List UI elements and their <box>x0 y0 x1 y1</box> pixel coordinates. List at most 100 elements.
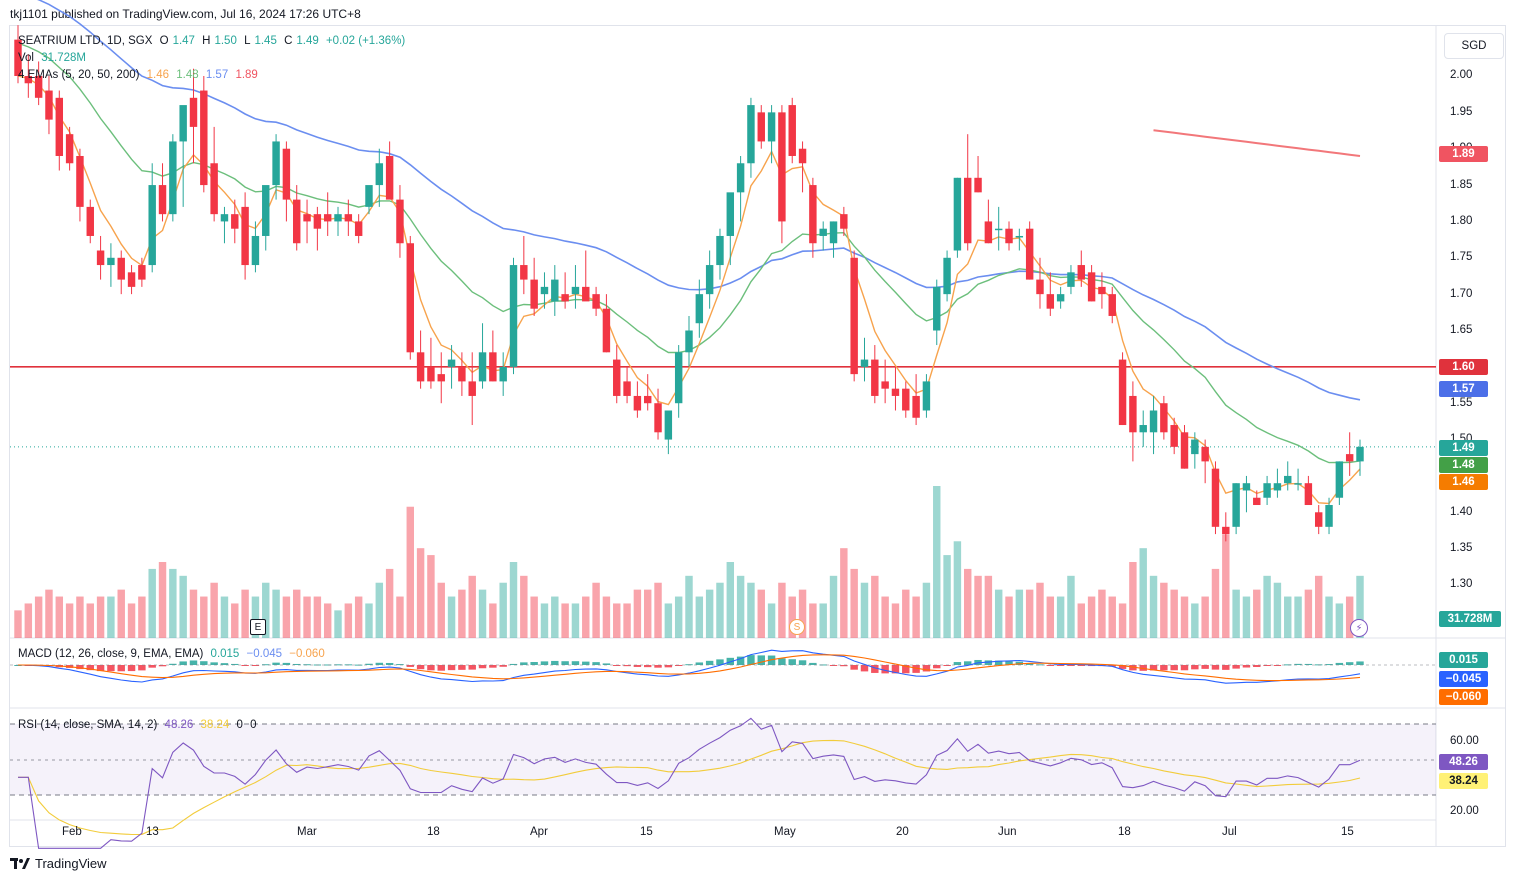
macd-histogram-bar <box>654 665 662 668</box>
candle-body <box>922 381 931 411</box>
volume-bar <box>778 582 786 638</box>
volume-bar <box>685 575 693 638</box>
close-label: C <box>284 35 293 47</box>
volume-bar <box>272 589 280 638</box>
candle-body <box>726 192 735 236</box>
rsi-label[interactable]: RSI (14, close, SMA, 14, 2) <box>18 719 158 731</box>
candle-body <box>592 294 600 309</box>
lightning-icon[interactable]: ⚡ <box>1350 619 1368 637</box>
macd-label[interactable]: MACD (12, 26, close, 9, EMA, EMA) <box>18 648 204 660</box>
volume-bar <box>551 596 559 638</box>
macd-histogram-bar <box>365 663 373 665</box>
macd-histogram-bar <box>891 665 900 674</box>
candle-body <box>458 366 466 382</box>
symbol-name[interactable]: SEATRIUM LTD, 1D, SGX <box>18 35 153 47</box>
macd-histogram-bar <box>107 665 115 672</box>
volume-bar <box>881 596 889 638</box>
volume-bar <box>674 596 683 638</box>
volume-bar <box>1304 589 1313 638</box>
rsi-ma-price-label: 38.24 <box>1439 773 1488 789</box>
ema5-price-label: 1.46 <box>1439 474 1488 490</box>
candle-body <box>1180 432 1189 469</box>
macd-histogram-bar <box>788 659 796 665</box>
earnings-marker[interactable]: E <box>250 619 266 635</box>
macd-histogram-bar <box>674 665 683 666</box>
volume-bar <box>912 596 920 638</box>
volume-bar <box>1294 596 1302 638</box>
macd-histogram-bar <box>293 663 301 665</box>
volume-bar <box>643 589 652 638</box>
candle-body <box>881 381 889 389</box>
volume-bar <box>850 568 858 638</box>
volume-bar <box>24 603 33 638</box>
volume-bar <box>220 596 229 638</box>
candle-body <box>1211 468 1220 527</box>
volume-bar <box>654 582 662 638</box>
volume-label[interactable]: Vol <box>18 52 34 64</box>
volume-bar <box>1263 575 1271 638</box>
currency-selector[interactable]: SGD <box>1444 33 1504 59</box>
volume-bar <box>1160 582 1168 638</box>
macd-histogram-bar <box>540 661 549 665</box>
tradingview-logo[interactable]: TradingView <box>10 856 107 871</box>
dividend-marker[interactable]: S <box>789 619 805 635</box>
candle-body <box>540 286 549 295</box>
macd-histogram-bar <box>1005 661 1013 665</box>
candle-body <box>1170 425 1178 447</box>
volume-bar <box>592 582 600 638</box>
volume-price-label: 31.728M <box>1439 611 1501 627</box>
candle-body <box>1284 475 1292 484</box>
close-value: 1.49 <box>296 35 319 47</box>
volume-legend: Vol 31.728M <box>18 52 90 64</box>
macd-histogram-bar <box>695 662 704 665</box>
symbol-legend: SEATRIUM LTD, 1D, SGX O 1.47 H 1.50 L 1.45 … <box>18 35 409 47</box>
rsi-ma-line <box>18 739 1361 836</box>
candle-body <box>293 199 301 244</box>
macd-histogram-bar <box>1211 665 1220 670</box>
candle-body <box>14 39 22 76</box>
candle-body <box>561 294 569 302</box>
ema20-value: 1.48 <box>176 69 199 81</box>
macd-histogram-bar <box>499 665 507 667</box>
macd-histogram-bar <box>1335 662 1344 665</box>
macd-legend: MACD (12, 26, close, 9, EMA, EMA) 0.015 … <box>18 648 329 660</box>
volume-bar <box>262 582 270 638</box>
volume-bar <box>1015 589 1024 638</box>
candle-body <box>974 177 982 193</box>
rsi-ma-value: 38.24 <box>200 719 230 731</box>
candle-body <box>220 214 229 222</box>
candle-body <box>179 105 187 142</box>
volume-bar <box>313 596 322 638</box>
macd-histogram-bar <box>1077 665 1085 666</box>
candle-body <box>303 214 311 222</box>
volume-bar <box>633 589 642 638</box>
candle-body <box>1253 497 1261 506</box>
macd-histogram-bar <box>1056 665 1065 666</box>
price-tick: 2.00 <box>1450 69 1473 81</box>
candle-body <box>334 214 342 222</box>
candle-body <box>674 352 683 404</box>
macd-signal-line <box>18 654 1361 682</box>
change-value: +0.02 (+1.36%) <box>325 35 406 47</box>
volume-bar <box>829 575 838 638</box>
macd-histogram-bar <box>840 665 848 667</box>
volume-bar <box>1129 562 1137 638</box>
candle-body <box>520 265 528 280</box>
macd-histogram-bar <box>881 665 889 674</box>
hline-price-label[interactable]: 1.60 <box>1439 359 1488 375</box>
macd-histogram-bar <box>1242 665 1251 668</box>
candle-body <box>788 105 796 156</box>
volume-bar <box>396 596 404 638</box>
macd-histogram-bar <box>520 662 528 665</box>
macd-histogram-bar <box>912 665 920 673</box>
ema-label[interactable]: 4 EMAs (5, 20, 50, 200) <box>18 69 140 81</box>
candle-body <box>365 185 373 207</box>
volume-bar <box>385 568 394 638</box>
volume-bar <box>1025 589 1034 638</box>
volume-bar <box>922 582 931 638</box>
candle-body <box>107 257 115 266</box>
candle-body <box>551 279 559 302</box>
volume-bar <box>231 603 239 638</box>
volume-bar <box>468 575 476 638</box>
